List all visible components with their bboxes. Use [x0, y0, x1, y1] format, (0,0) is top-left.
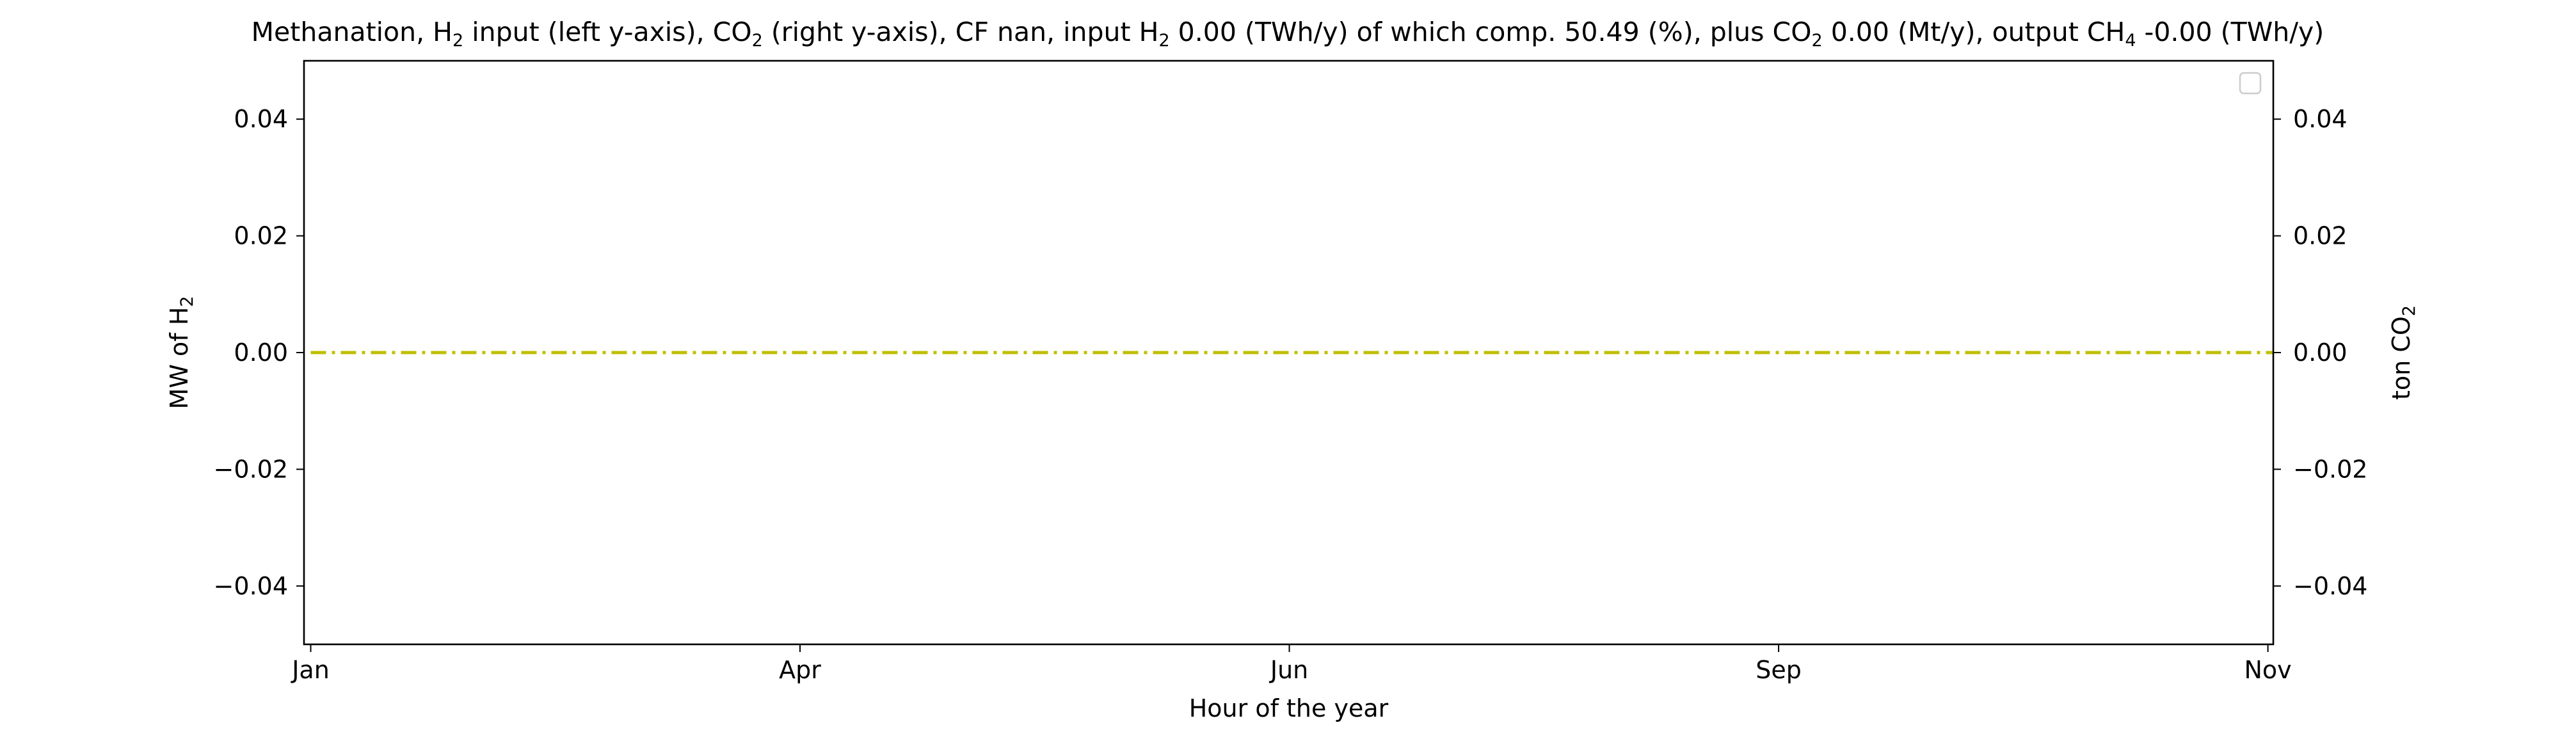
chart-title-segment: -0.00 (TWh/y): [2136, 17, 2324, 47]
y-left-axis-label-subscript: 2: [177, 296, 197, 307]
x-tick-label: Apr: [779, 656, 821, 684]
chart-title: Methanation, H2 input (left y-axis), CO2…: [252, 17, 2324, 51]
y-left-axis-label-segment: MW of H: [165, 307, 193, 410]
chart-title-subscript: 4: [2125, 31, 2136, 51]
y-right-tick-label: −0.04: [2293, 572, 2367, 600]
y-right-axis-label-segment: ton CO: [2387, 316, 2415, 400]
y-left-tick-label: 0.02: [234, 222, 288, 250]
y-left-tick-label: −0.02: [214, 455, 288, 483]
y-left-tick-label: 0.04: [234, 105, 288, 133]
x-tick-label: Nov: [2244, 656, 2292, 684]
chart-title-segment: 0.00 (Mt/y), output CH: [1823, 17, 2125, 47]
legend-box: [2239, 72, 2262, 95]
chart-title-segment: 0.00 (TWh/y) of which comp. 50.49 (%), p…: [1170, 17, 1812, 47]
chart-title-segment: input (left y-axis), CO: [463, 17, 751, 47]
chart-title-subscript: 2: [1811, 31, 1822, 51]
chart-title-subscript: 2: [452, 31, 463, 51]
x-axis-label: Hour of the year: [1189, 694, 1389, 722]
y-right-tick-label: 0.00: [2293, 338, 2348, 367]
y-left-axis-label: MW of H2: [165, 296, 197, 410]
y-right-tick-label: 0.02: [2293, 222, 2348, 250]
plot-area-frame: [303, 60, 2275, 646]
y-right-tick-label: 0.04: [2293, 105, 2348, 133]
x-tick-label: Jun: [1269, 656, 1308, 684]
x-tick-label: Sep: [1756, 656, 1802, 684]
y-left-tick-label: 0.00: [234, 338, 288, 367]
x-tick-label: Jan: [291, 656, 330, 684]
chart-title-segment: (right y-axis), CF nan, input H: [763, 17, 1159, 47]
chart-title-segment: Methanation, H: [252, 17, 452, 47]
chart-title-subscript: 2: [752, 31, 763, 51]
chart-title-subscript: 2: [1158, 31, 1169, 51]
y-right-axis-label-subscript: 2: [2399, 305, 2419, 316]
y-right-tick-label: −0.02: [2293, 455, 2367, 483]
y-right-axis-label: ton CO2: [2387, 305, 2419, 400]
y-left-tick-label: −0.04: [214, 572, 288, 600]
